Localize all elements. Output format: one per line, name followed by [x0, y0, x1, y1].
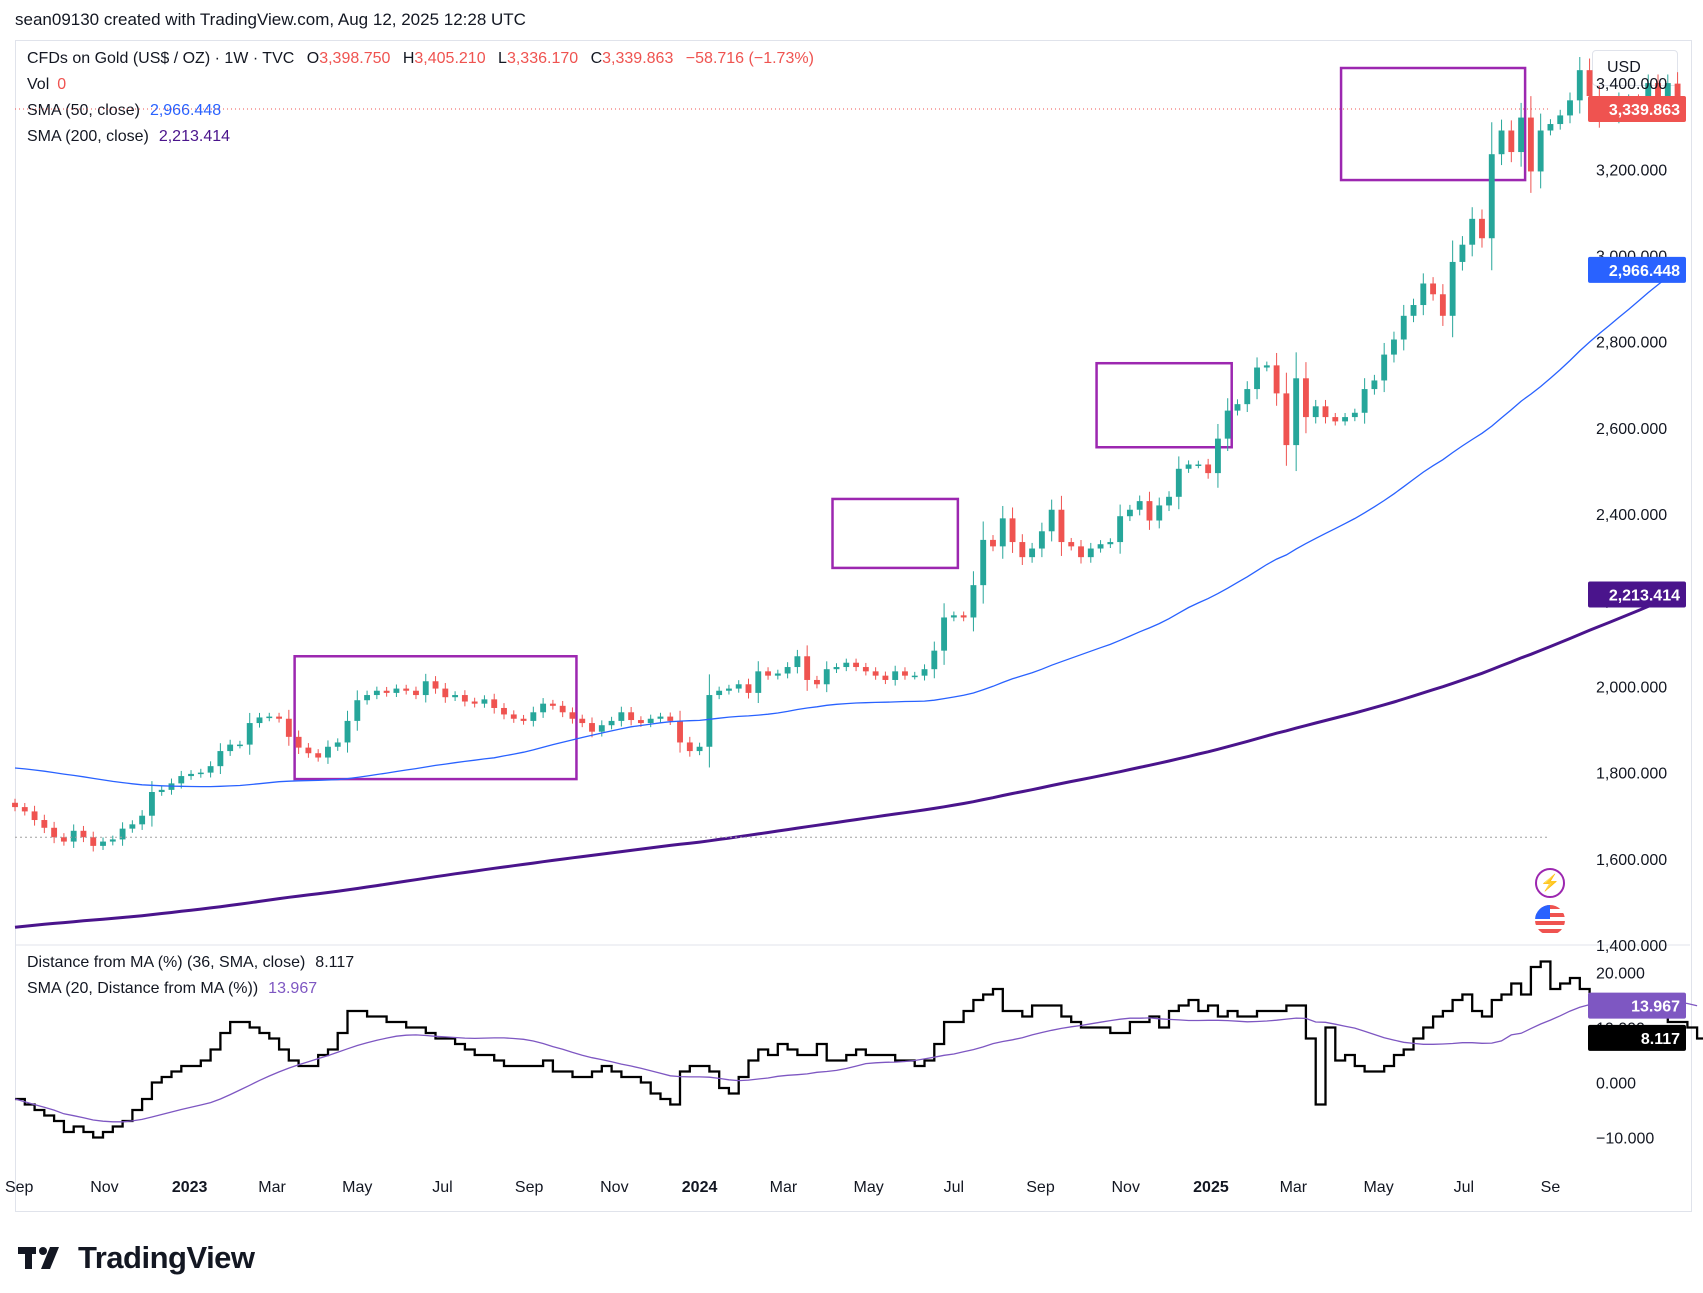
- chart-credit: sean09130 created with TradingView.com, …: [15, 10, 526, 29]
- currency-selector[interactable]: USD: [1592, 50, 1678, 86]
- sma200-legend: SMA (200, close) 2,213.414: [27, 128, 234, 146]
- sma50-value: 2,966.448: [149, 102, 222, 119]
- sma20-legend: SMA (20, Distance from MA (%)) 13.967: [27, 980, 321, 998]
- sma50-legend: SMA (50, close) 2,966.448: [27, 102, 225, 120]
- currency-label: USD: [1607, 59, 1641, 76]
- tradingview-wordmark: TradingView: [78, 1240, 255, 1275]
- sma20-value: 13.967: [268, 980, 318, 997]
- dist-label[interactable]: Distance from MA (%) (36, SMA, close): [27, 954, 306, 971]
- dist-value: 8.117: [315, 954, 355, 971]
- low-label: L: [498, 50, 507, 67]
- sma50-label[interactable]: SMA (50, close): [27, 102, 140, 119]
- dist-legend: Distance from MA (%) (36, SMA, close) 8.1…: [27, 954, 358, 972]
- low-value: 3,336.170: [506, 50, 579, 67]
- vol-value: 0: [57, 76, 67, 93]
- close-label: C: [590, 50, 603, 67]
- tradingview-logo[interactable]: TradingView: [18, 1240, 255, 1276]
- change-value: −58.716 (−1.73%): [685, 50, 814, 67]
- sma200-value: 2,213.414: [158, 128, 231, 145]
- open-label: O: [306, 50, 320, 67]
- sma200-label[interactable]: SMA (200, close): [27, 128, 149, 145]
- tradingview-logo-icon: [18, 1247, 59, 1269]
- high-label: H: [402, 50, 415, 67]
- sma20-label[interactable]: SMA (20, Distance from MA (%)): [27, 980, 259, 997]
- vol-label[interactable]: Vol: [27, 76, 50, 93]
- open-value: 3,398.750: [319, 50, 391, 67]
- high-value: 3,405.210: [414, 50, 486, 67]
- vol-legend: Vol 0: [27, 76, 70, 94]
- us-flag-icon[interactable]: [1535, 905, 1565, 935]
- symbol-title[interactable]: CFDs on Gold (US$ / OZ) · 1W · TVC: [27, 50, 295, 67]
- lightning-icon[interactable]: ⚡: [1535, 868, 1565, 898]
- chart-frame: [15, 40, 1692, 1212]
- close-value: 3,339.863: [602, 50, 674, 67]
- main-legend: CFDs on Gold (US$ / OZ) · 1W · TVC O3,39…: [27, 50, 818, 68]
